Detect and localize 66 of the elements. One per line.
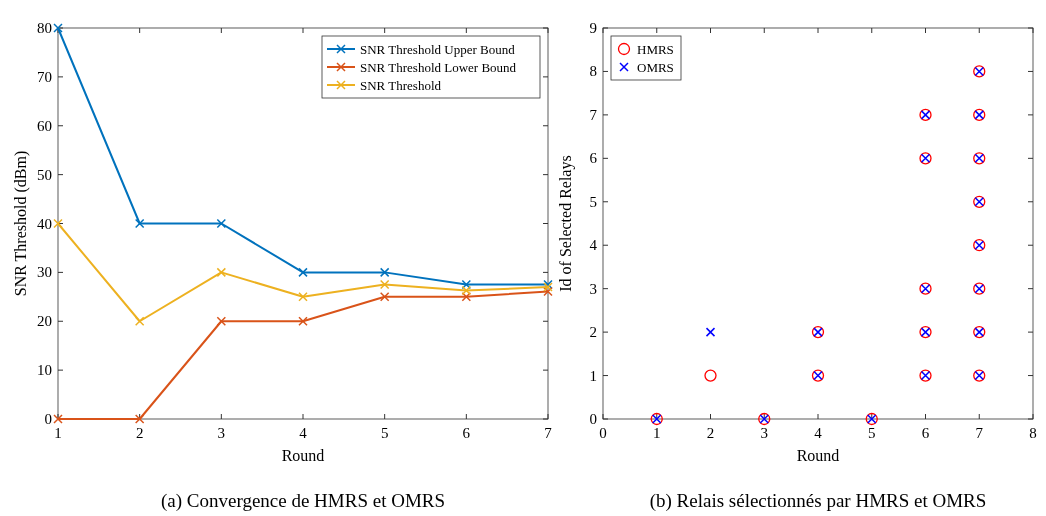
- y-tick-label: 0: [589, 411, 597, 427]
- point: [704, 369, 717, 382]
- x-tick-label: 3: [217, 425, 226, 441]
- x-tick-label: 3: [760, 425, 768, 441]
- legend-label: SNR Threshold Lower Bound: [360, 59, 517, 75]
- y-tick-label: 80: [37, 20, 52, 36]
- point: [461, 292, 472, 302]
- legend-label: SNR Threshold: [360, 77, 442, 93]
- x-tick-label: 1: [653, 425, 661, 441]
- point: [134, 414, 145, 424]
- legend-label: HMRS: [637, 41, 674, 57]
- point: [543, 286, 553, 297]
- x-tick-label: 1: [54, 425, 62, 441]
- y-tick-label: 30: [37, 264, 52, 281]
- point: [134, 316, 145, 326]
- y-tick-label: 9: [589, 20, 597, 36]
- point: [298, 267, 308, 278]
- x-tick-label: 7: [544, 425, 553, 441]
- point: [216, 316, 227, 326]
- point: [216, 267, 227, 278]
- point: [379, 267, 390, 278]
- point: [461, 285, 472, 296]
- point: [461, 279, 472, 290]
- x-tick-label: 2: [135, 425, 144, 441]
- x-tick-label: 6: [462, 425, 471, 441]
- legend-label: SNR Threshold Upper Bound: [360, 41, 516, 57]
- x-tick-label: 6: [921, 425, 930, 441]
- legend-label: OMRS: [637, 59, 674, 75]
- x-tick-label: 2: [706, 425, 715, 441]
- y-tick-label: 8: [589, 63, 597, 80]
- y-tick-label: 7: [589, 106, 598, 123]
- x-tick-label: 5: [868, 425, 876, 441]
- y-tick-label: 4: [589, 237, 598, 254]
- y-tick-label: 0: [44, 411, 52, 427]
- y-tick-label: 50: [37, 166, 52, 183]
- point: [216, 218, 227, 229]
- point: [379, 279, 390, 290]
- y-tick-label: 60: [37, 117, 52, 134]
- y-tick-label: 70: [37, 68, 52, 85]
- x-tick-label: 8: [1029, 425, 1037, 441]
- y-tick-label: 40: [37, 215, 52, 232]
- point: [705, 327, 716, 337]
- y-tick-label: 2: [589, 324, 597, 341]
- point: [134, 218, 145, 229]
- x-tick-label: 7: [975, 425, 984, 441]
- x-tick-label: 4: [299, 425, 308, 441]
- y-tick-label: 5: [589, 193, 597, 210]
- y-tick-label: 10: [37, 362, 52, 379]
- text: (a) Convergence de HMRS et OMRS: [160, 490, 446, 512]
- x-tick-label: 5: [380, 425, 389, 441]
- y-axis-title: Id of Selected Relays: [557, 155, 575, 292]
- point: [298, 316, 308, 326]
- y-tick-label: 1: [589, 367, 597, 384]
- y-tick-label: 6: [589, 150, 598, 167]
- point: [53, 23, 63, 33]
- x-axis-title: Round: [796, 447, 840, 464]
- point: [53, 218, 63, 229]
- text: (b) Relais sélectionnés par HMRS et OMRS: [649, 490, 987, 512]
- y-axis-title: SNR Threshold (dBm): [12, 150, 30, 297]
- y-tick-label: 20: [37, 313, 52, 330]
- point: [53, 414, 63, 424]
- y-tick-label: 3: [589, 280, 597, 297]
- point: [379, 292, 390, 302]
- x-axis-title: Round: [281, 447, 325, 464]
- point: [298, 292, 308, 302]
- x-tick-label: 4: [814, 425, 823, 441]
